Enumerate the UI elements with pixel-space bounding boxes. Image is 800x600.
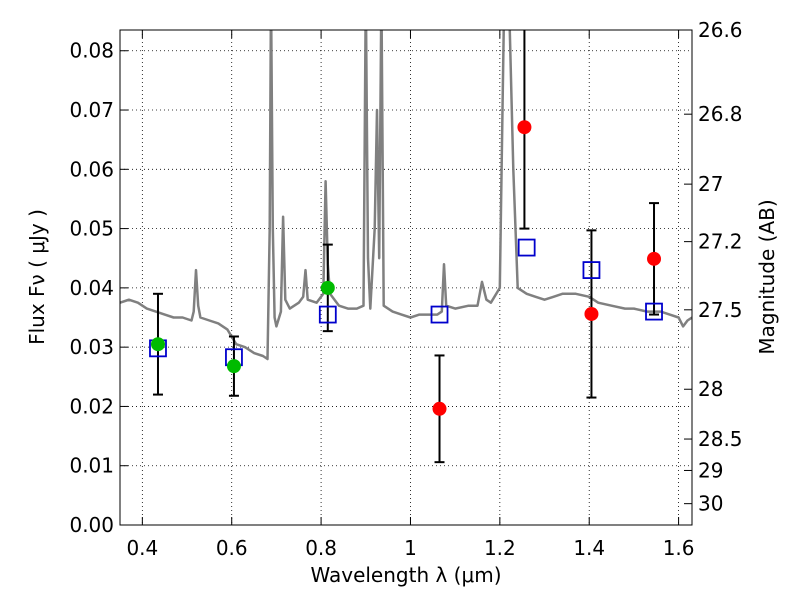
y-right-tick-label: 27.2 — [698, 230, 743, 254]
data-point — [517, 120, 532, 135]
data-point — [584, 306, 599, 321]
y-right-tick-label: 29 — [698, 458, 723, 482]
y-tick-label: 0.00 — [69, 513, 114, 537]
y-axis-title: Flux Fν ( μJy ) — [25, 209, 49, 345]
plot-frame — [119, 29, 693, 526]
spectrum-line — [120, 30, 692, 361]
x-tick-label: 0.6 — [216, 536, 248, 560]
y-tick-label: 0.08 — [69, 39, 114, 63]
y-right-tick-label: 28.5 — [698, 427, 743, 451]
x-tick-label: 0.8 — [305, 536, 337, 560]
data-layer — [120, 30, 692, 361]
plot-background — [120, 30, 692, 525]
marker-layer — [149, 120, 663, 416]
y-tick-label: 0.06 — [69, 157, 114, 181]
x-axis-title: Wavelength λ (μm) — [310, 563, 501, 587]
y-tick-label: 0.07 — [69, 98, 114, 122]
data-point — [150, 337, 165, 352]
axes: 0.4 0.6 0.8 1 1.2 1.4 1.6 0.00 0.01 0.02 0.03 0.04 0… — [69, 18, 742, 560]
y-tick-label: 0.03 — [69, 335, 114, 359]
y-right-tick-label: 27 — [698, 172, 723, 196]
y-right-tick-label: 26.8 — [698, 102, 743, 126]
x-tick-label: 1.2 — [484, 536, 516, 560]
model-point — [517, 238, 536, 257]
x-tick-label: 1.6 — [663, 536, 695, 560]
y-tick-label: 0.04 — [69, 276, 114, 300]
y-right-tick-label: 28 — [698, 377, 723, 401]
x-tick-label: 0.4 — [126, 536, 158, 560]
data-point — [647, 251, 662, 266]
model-point — [582, 261, 601, 279]
data-point — [226, 359, 241, 374]
y-right-tick-label: 27.5 — [698, 298, 743, 322]
y-right-axis-title: Magnitude (AB) — [755, 199, 779, 354]
y-right-tick-label: 30 — [698, 492, 723, 516]
y-tick-label: 0.02 — [69, 394, 114, 418]
model-point — [318, 305, 337, 324]
x-tick-label: 1.4 — [573, 536, 605, 560]
x-tick-label: 1 — [404, 536, 417, 560]
data-point — [432, 401, 447, 416]
data-point — [320, 280, 335, 295]
model-point — [430, 305, 449, 324]
y-tick-label: 0.05 — [69, 217, 114, 241]
y-right-tick-label: 26.6 — [698, 18, 743, 42]
model-point — [645, 302, 663, 321]
y-tick-label: 0.01 — [69, 454, 114, 478]
